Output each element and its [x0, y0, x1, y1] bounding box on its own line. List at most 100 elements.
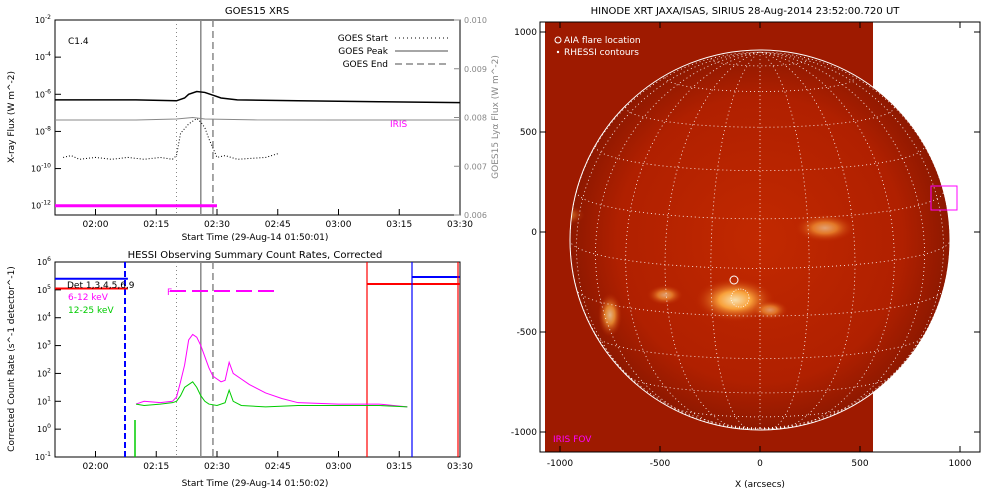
hessi-y-ticks: 106 105 104 103 102 101 100 10-1	[35, 256, 61, 462]
flag-label: F	[167, 288, 172, 298]
active-region-limb	[598, 293, 622, 337]
goes-right-y-ticks: 0.010 0.009 0.008 0.007 0.006	[454, 16, 487, 220]
goes-series-short	[62, 117, 278, 160]
legend-aia-symbol	[554, 36, 562, 44]
goes-x-tick-label: 02:45	[265, 220, 291, 230]
active-region-west	[647, 285, 683, 305]
goes-x-tick-label: 02:15	[143, 220, 169, 230]
hessi-y-label: Corrected Count Rate (s^-1 detector^-1)	[7, 266, 17, 452]
hessi-x-tick-label: 03:00	[326, 462, 352, 472]
xrt-y-tick-label: 0	[531, 228, 537, 238]
xrt-y-tick-label: 500	[520, 128, 537, 138]
hessi-x-tick-label: 03:15	[386, 462, 412, 472]
xrt-y-tick-label: -1000	[511, 428, 537, 438]
rhessi-contour	[730, 288, 750, 308]
hessi-panel: HESSI Observing Summary Count Rates, Cor…	[7, 250, 473, 489]
goes-right-y-tick-label: 0.010	[464, 16, 487, 25]
hessi-title: HESSI Observing Summary Count Rates, Cor…	[128, 250, 383, 261]
hessi-y-tick-label: 10-1	[35, 451, 51, 462]
iris-fov-box	[930, 185, 958, 211]
xrt-x-tick-label: -1000	[547, 459, 573, 469]
xrt-panel: HINODE XRT JAXA/ISAS, SIRIUS 28-Aug-2014…	[511, 6, 981, 490]
xrt-title: HINODE XRT JAXA/ISAS, SIRIUS 28-Aug-2014…	[591, 6, 901, 17]
xrt-x-tick-label: 0	[757, 459, 763, 469]
goes-right-y-label: GOES15 Lyα Flux (W m^-2)	[491, 55, 501, 179]
goes-panel: GOES15 XRS 02:00 02:15 02:30 02:45 03:00 03:1…	[7, 6, 501, 243]
hessi-y-tick-label: 105	[37, 284, 51, 295]
goes-y-tick-label: 10-6	[35, 88, 51, 99]
active-region-east	[795, 214, 855, 242]
aia-flare-marker	[729, 275, 739, 285]
legend-goes-start: GOES Start	[338, 34, 389, 44]
xrt-x-tick-label: 1000	[949, 459, 972, 469]
legend-rhessi-symbol	[556, 50, 560, 54]
goes-y-tick-label: 10-12	[31, 200, 51, 211]
hessi-frame	[54, 261, 461, 458]
longitude-line	[759, 51, 944, 429]
goes-right-y-tick-label: 0.009	[464, 65, 487, 74]
hessi-y-tick-label: 101	[37, 395, 51, 406]
goes-series-long	[55, 90, 460, 104]
goes-frame	[54, 19, 461, 216]
goes-x-tick-label: 03:30	[447, 220, 473, 230]
goes-y-tick-label: 10-8	[35, 125, 51, 136]
goes-series	[55, 90, 460, 208]
active-region-south	[752, 300, 788, 320]
goes-y-tick-label: 10-10	[31, 163, 51, 174]
iris-label: IRIS	[390, 120, 408, 130]
flare-class-label: C1.4	[68, 37, 89, 47]
legend-goes-peak: GOES Peak	[338, 47, 388, 57]
hessi-x-ticks: 02:00 02:15 02:30 02:45 03:00 03:15 03:30	[83, 451, 473, 472]
goes-x-tick-label: 03:15	[386, 220, 412, 230]
hessi-y-tick-label: 102	[37, 367, 51, 378]
goes-x-label: Start Time (29-Aug-14 01:50:01)	[182, 233, 329, 243]
hessi-x-tick-label: 02:30	[204, 462, 230, 472]
hessi-series	[55, 277, 408, 408]
hessi-series-12-25-keV	[135, 381, 408, 408]
goes-y-ticks: 10-2 10-4 10-6 10-8 10-10 10-12	[31, 14, 61, 211]
legend-6-12kev: 6-12 keV	[68, 293, 109, 303]
goes-y-tick-label: 10-2	[35, 14, 51, 25]
legend-12-25kev: 12-25 keV	[68, 306, 114, 316]
xrt-x-tick-label: -500	[650, 459, 671, 469]
hessi-y-tick-label: 104	[37, 312, 51, 323]
active-region-northwest	[570, 205, 585, 225]
hessi-y-tick-label: 103	[37, 340, 51, 351]
hessi-x-tick-label: 03:30	[447, 462, 473, 472]
goes-right-y-tick-label: 0.008	[464, 114, 487, 123]
solar-limb	[569, 49, 951, 431]
xrt-y-tick-label: -500	[517, 328, 538, 338]
hessi-x-tick-label: 02:15	[143, 462, 169, 472]
xrt-x-label: X (arcsecs)	[735, 480, 785, 490]
xrt-x-tick-label: 500	[851, 459, 868, 469]
goes-series-lya	[55, 116, 460, 121]
detectors-label: Det 1,3,4,5,6,9	[67, 281, 135, 291]
goes-right-y-tick-label: 0.007	[464, 162, 487, 171]
hessi-x-label: Start Time (29-Aug-14 01:50:02)	[182, 479, 329, 489]
hessi-y-tick-label: 100	[37, 423, 51, 434]
goes-right-y-tick-label: 0.006	[464, 211, 487, 220]
hessi-x-tick-label: 02:45	[265, 462, 291, 472]
xrt-x-ticks: -1000 -500 0 500 1000	[547, 22, 972, 469]
goes-x-ticks: 02:00 02:15 02:30 02:45 03:00 03:15 03:30	[83, 209, 473, 230]
legend-rhessi-label: RHESSI contours	[564, 48, 639, 58]
goes-legend: GOES Start GOES Peak GOES End	[338, 34, 448, 70]
latitude-line	[664, 402, 856, 418]
xrt-y-ticks: 1000 500 0 -500 -1000	[511, 28, 980, 438]
xrt-y-tick-label: 1000	[514, 28, 537, 38]
hessi-series-6-12-keV	[135, 333, 408, 408]
goes-x-tick-label: 02:30	[204, 220, 230, 230]
active-regions	[570, 205, 855, 337]
goes-x-tick-label: 02:00	[83, 220, 109, 230]
goes-y-tick-label: 10-4	[35, 51, 51, 62]
goes-title: GOES15 XRS	[225, 6, 289, 17]
legend-aia-label: AIA flare location	[564, 36, 641, 46]
latitude-line	[664, 77, 856, 92]
heliographic-grid	[570, 51, 950, 430]
goes-y-label: X-ray Flux (W m^-2)	[7, 71, 17, 163]
longitude-line	[576, 51, 761, 429]
hessi-y-tick-label: 106	[37, 256, 51, 267]
legend-goes-end: GOES End	[343, 60, 388, 70]
goes-x-tick-label: 03:00	[326, 220, 352, 230]
